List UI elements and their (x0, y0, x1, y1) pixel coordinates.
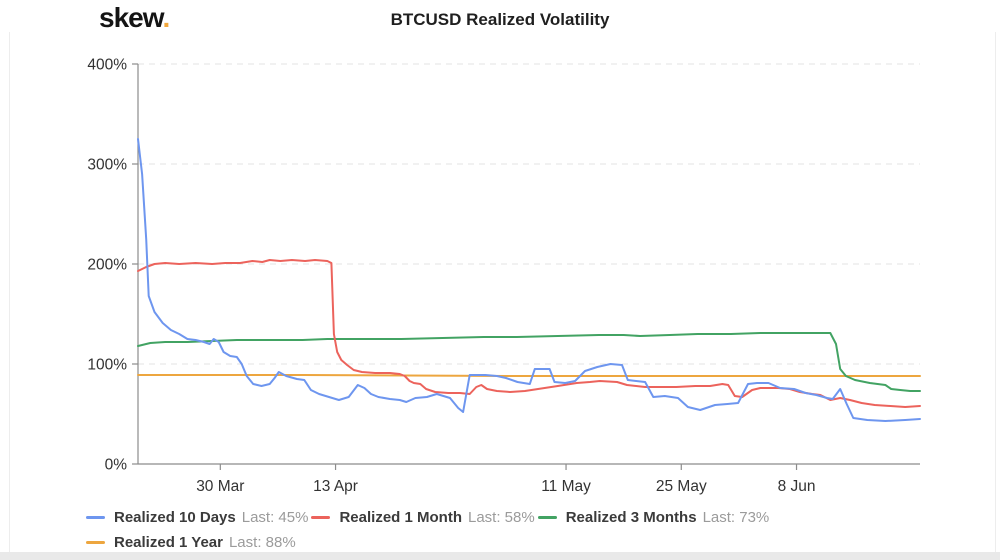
legend-row-1: Realized 10 Days Last: 45% Realized 1 Mo… (86, 505, 772, 530)
legend-name: Realized 1 Month (339, 509, 462, 526)
legend-swatch-green-icon (537, 516, 557, 519)
y-axis-label-400: 400% (87, 57, 127, 74)
skew-logo-text: skew (99, 2, 163, 33)
y-axis-label-0: 0% (105, 457, 128, 474)
legend-last-value: Last: 45% (241, 509, 309, 526)
bottom-bar (0, 552, 1000, 560)
x-axis-label-25-May: 25 May (656, 478, 707, 495)
legend-name: Realized 10 Days (114, 509, 236, 526)
legend-item-realized-1-month[interactable]: Realized 1 Month Last: 58% (311, 505, 535, 530)
chart-legend: Realized 10 Days Last: 45% Realized 1 Mo… (86, 505, 772, 555)
y-axis-label-300: 300% (87, 157, 127, 174)
y-axis-label-100: 100% (87, 357, 127, 374)
x-axis-label-8-Jun: 8 Jun (778, 478, 816, 495)
legend-row-2: Realized 1 Year Last: 88% (86, 530, 772, 555)
legend-last-value: Last: 88% (228, 534, 296, 551)
chart-title: BTCUSD Realized Volatility (390, 10, 610, 29)
skew-logo: skew. (99, 2, 170, 34)
series-line-realized-3-months (137, 332, 921, 392)
legend-item-realized-3-months[interactable]: Realized 3 Months Last: 73% (537, 505, 770, 530)
legend-swatch-red-icon (311, 516, 331, 519)
legend-name: Realized 1 Year (114, 534, 223, 551)
x-axis-label-11-May: 11 May (541, 478, 591, 495)
legend-swatch-blue-icon (86, 516, 105, 519)
legend-item-realized-1-year[interactable]: Realized 1 Year Last: 88% (86, 530, 296, 555)
x-axis-label-30-Mar: 30 Mar (196, 478, 244, 495)
y-axis-label-200: 200% (87, 257, 127, 274)
series-line-realized-1-year (137, 374, 921, 377)
x-axis-label-13-Apr: 13 Apr (313, 478, 358, 495)
legend-item-realized-10-days[interactable]: Realized 10 Days Last: 45% (86, 505, 308, 530)
skew-logo-dot: . (162, 2, 170, 33)
legend-name: Realized 3 Months (565, 509, 697, 526)
legend-last-value: Last: 73% (702, 509, 770, 526)
series-line-realized-10-days (137, 138, 921, 422)
legend-last-value: Last: 58% (467, 509, 535, 526)
legend-swatch-orange-icon (86, 541, 105, 544)
